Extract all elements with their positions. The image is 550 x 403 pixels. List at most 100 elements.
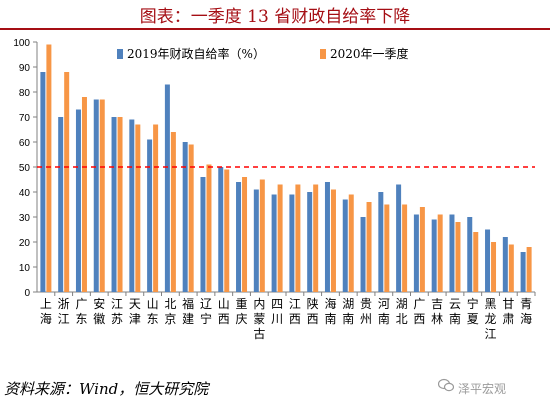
chart-plot: 0102030405060708090100上海浙江广东安徽江苏天津山东北京福建… xyxy=(13,38,536,341)
x-tick-label: 广 xyxy=(413,297,425,311)
bar-2019 xyxy=(485,229,491,292)
bar-2020 xyxy=(526,247,532,292)
legend-swatch xyxy=(320,49,326,59)
x-tick-label: 建 xyxy=(182,312,194,326)
bar-2019 xyxy=(520,252,526,292)
bar-2019 xyxy=(111,117,117,292)
x-tick-label: 庆 xyxy=(236,312,248,326)
y-tick-label: 10 xyxy=(19,263,31,274)
x-tick-label: 州 xyxy=(360,312,372,326)
bar-2020 xyxy=(242,177,248,292)
bar-2020 xyxy=(402,204,408,292)
x-tick-label: 西 xyxy=(413,312,425,326)
legend-label: 2020年一季度 xyxy=(330,46,409,61)
bar-2019 xyxy=(324,182,330,292)
bar-2020 xyxy=(491,242,497,292)
bar-2020 xyxy=(419,207,425,292)
bar-2019 xyxy=(396,184,402,292)
y-tick-label: 100 xyxy=(13,38,30,49)
y-tick-label: 20 xyxy=(19,238,31,249)
y-tick-label: 0 xyxy=(24,288,30,299)
x-tick-label: 宁 xyxy=(200,311,212,326)
bar-2020 xyxy=(473,232,479,292)
x-tick-label: 湖 xyxy=(396,296,408,311)
x-tick-label: 北 xyxy=(164,297,176,311)
bar-2020 xyxy=(64,72,70,292)
x-tick-label: 林 xyxy=(431,312,443,326)
x-tick-label: 吉 xyxy=(431,297,443,311)
x-tick-label: 江 xyxy=(58,312,70,326)
bar-2019 xyxy=(93,99,99,292)
bar-2019 xyxy=(200,177,206,292)
y-tick-label: 80 xyxy=(19,88,31,99)
x-tick-label: 陕 xyxy=(307,296,319,311)
x-tick-label: 浙 xyxy=(58,297,70,311)
y-tick-label: 90 xyxy=(19,63,31,74)
bar-2019 xyxy=(182,142,188,292)
x-tick-label: 古 xyxy=(253,326,265,341)
x-tick-label: 云 xyxy=(449,297,461,311)
source-note: 资料来源：Wind，恒大研究院 xyxy=(4,380,209,398)
bar-2019 xyxy=(75,109,81,292)
x-tick-label: 辽 xyxy=(200,297,212,311)
x-tick-label: 天 xyxy=(129,297,141,311)
x-tick-label: 宁 xyxy=(467,296,479,311)
bar-2019 xyxy=(289,194,295,292)
x-tick-label: 上 xyxy=(40,297,52,311)
bar-2020 xyxy=(384,204,390,292)
bar-2019 xyxy=(378,192,384,292)
bar-2020 xyxy=(348,194,354,292)
x-tick-label: 东 xyxy=(75,312,87,326)
bar-2020 xyxy=(330,189,336,292)
bar-2020 xyxy=(153,124,159,292)
x-tick-label: 四 xyxy=(271,297,283,311)
x-tick-label: 江 xyxy=(485,327,497,341)
x-tick-label: 苏 xyxy=(111,312,123,326)
y-tick-label: 50 xyxy=(19,163,31,174)
bar-2019 xyxy=(271,194,277,292)
bar-2020 xyxy=(437,214,443,292)
bar-2020 xyxy=(508,244,514,292)
bar-2019 xyxy=(431,219,437,292)
wechat-icon xyxy=(438,378,454,392)
x-tick-label: 重 xyxy=(236,297,248,311)
y-tick-label: 30 xyxy=(19,213,31,224)
bar-2019 xyxy=(360,217,366,292)
x-tick-label: 福 xyxy=(182,296,194,311)
bar-2019 xyxy=(236,182,242,292)
x-tick-label: 内 xyxy=(253,297,265,311)
x-tick-label: 京 xyxy=(164,312,176,326)
watermark: 泽平宏观 xyxy=(458,382,507,396)
bar-2020 xyxy=(117,117,123,292)
y-tick-label: 60 xyxy=(19,138,31,149)
x-tick-label: 海 xyxy=(520,311,532,326)
x-tick-label: 山 xyxy=(147,297,159,311)
x-tick-label: 肃 xyxy=(502,312,514,326)
bar-2020 xyxy=(366,202,372,292)
x-tick-label: 夏 xyxy=(467,312,479,326)
x-tick-label: 甘 xyxy=(502,297,514,311)
bar-2019 xyxy=(413,214,419,292)
x-tick-label: 蒙 xyxy=(253,312,265,326)
x-tick-label: 河 xyxy=(378,297,390,311)
bar-2020 xyxy=(259,179,265,292)
x-tick-label: 贵 xyxy=(360,297,372,311)
bar-2020 xyxy=(313,184,319,292)
x-tick-label: 南 xyxy=(324,311,336,326)
x-tick-label: 湖 xyxy=(342,296,354,311)
bar-2020 xyxy=(455,222,461,292)
x-tick-label: 海 xyxy=(324,296,336,311)
bar-2019 xyxy=(307,192,313,292)
x-tick-label: 江 xyxy=(111,297,123,311)
bar-2020 xyxy=(277,184,283,292)
x-tick-label: 西 xyxy=(307,312,319,326)
legend-swatch xyxy=(117,49,123,59)
bar-2019 xyxy=(253,189,259,292)
bar-2019 xyxy=(40,72,46,292)
bar-2020 xyxy=(206,164,212,292)
x-tick-label: 西 xyxy=(218,312,230,326)
x-tick-label: 川 xyxy=(271,312,283,326)
x-tick-label: 青 xyxy=(520,297,532,311)
bar-2019 xyxy=(147,139,153,292)
x-tick-label: 山 xyxy=(218,297,230,311)
